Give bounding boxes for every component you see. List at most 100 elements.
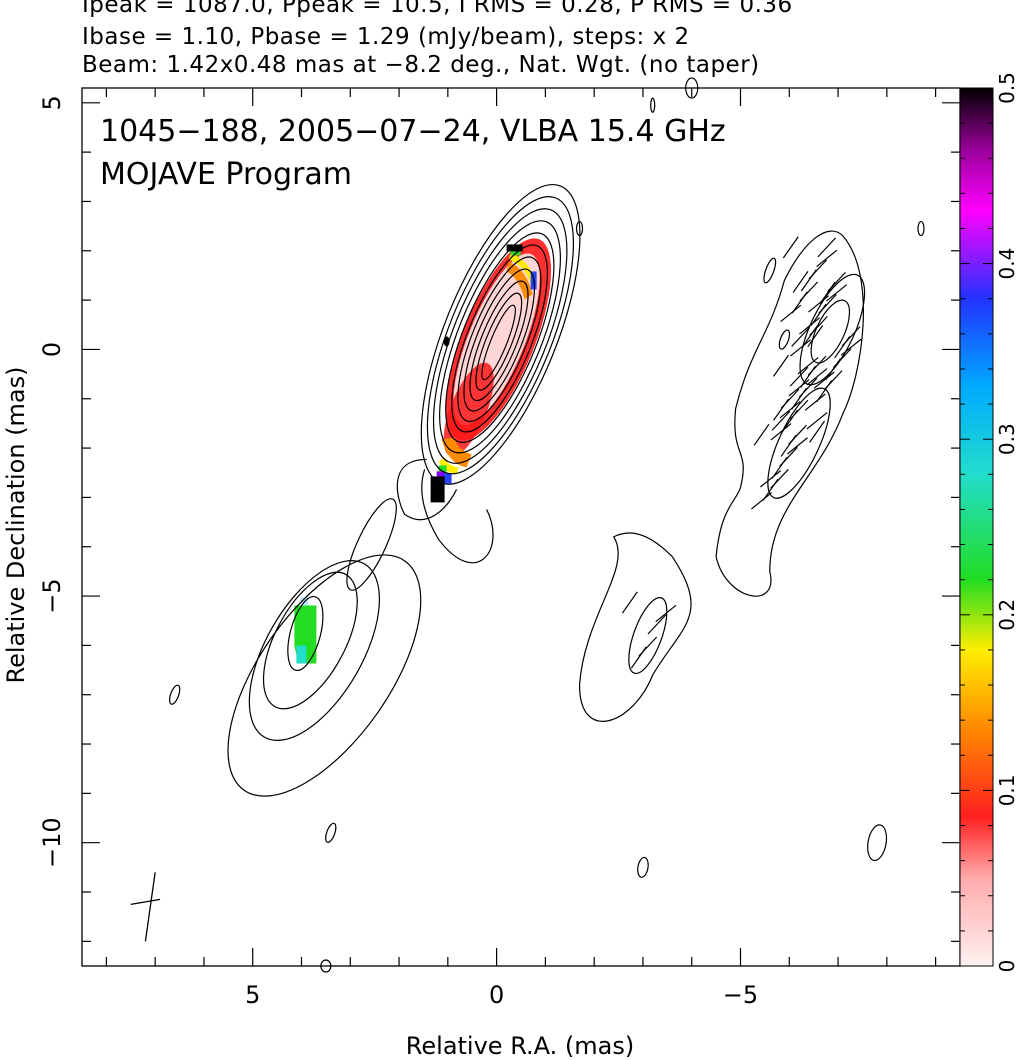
evpa-tick — [780, 434, 797, 457]
evpa-tick — [787, 437, 809, 455]
evpa-tick — [834, 336, 851, 359]
core-contour — [445, 232, 555, 443]
y-tick-label: −5 — [38, 578, 66, 613]
contour-right-inner — [810, 299, 851, 364]
x-tick-label: 5 — [245, 981, 260, 1009]
evpa-tick — [788, 379, 810, 397]
contour-tail-left — [421, 469, 494, 564]
y-axis-label: Relative Declination (mas) — [2, 366, 30, 683]
core-contour — [469, 280, 529, 402]
evpa-tick — [797, 357, 819, 375]
pol-cyan-jet — [296, 645, 307, 664]
contour-speck — [867, 824, 888, 862]
y-tick-label: −10 — [38, 817, 66, 868]
contour-right-core — [799, 273, 866, 386]
x-tick-label: 0 — [489, 981, 504, 1009]
evpa-tick — [809, 420, 825, 443]
contour-right-jet-inner — [628, 597, 668, 675]
evpa-tick — [780, 304, 802, 323]
evpa-tick — [817, 237, 837, 258]
evpa-tick — [792, 270, 809, 293]
contour-speck — [917, 220, 925, 237]
evpa-tick — [782, 236, 799, 259]
evpa-tick — [647, 614, 667, 635]
contour-envelope-left — [396, 458, 458, 521]
evpa-tick — [807, 325, 824, 348]
core-contour — [420, 184, 581, 485]
evpa-tick — [789, 366, 809, 387]
core-contour — [481, 304, 516, 381]
evpa-tick — [804, 393, 826, 411]
contour-speck — [650, 97, 656, 113]
colorbar-tick-label: 0.4 — [995, 248, 1019, 280]
contour-right-jet — [578, 532, 692, 722]
pol-yellow-tail — [438, 457, 459, 474]
y-tick-label: 5 — [38, 95, 66, 110]
evpa-tick — [790, 339, 812, 357]
pol-black-top — [506, 244, 523, 252]
contour-jet-wide — [227, 554, 422, 797]
header-line-3: Beam: 1.42x0.48 mas at −8.2 deg., Nat. W… — [82, 52, 760, 78]
colorbar-tick-label: 0.1 — [995, 774, 1019, 806]
pol-black-block — [430, 476, 445, 503]
y-tick-label: 0 — [38, 342, 66, 357]
plot-area — [130, 77, 925, 973]
core-contour — [457, 256, 542, 423]
header-line-1: Ipeak = 1087.0, Ppeak = 10.5, I RMS = 0.… — [82, 0, 793, 18]
evpa-tick — [753, 423, 770, 446]
pol-green-pixel — [438, 465, 447, 474]
contour-blob-left — [346, 498, 397, 591]
x-axis-label: Relative R.A. (mas) — [406, 1032, 634, 1060]
core-contour — [432, 208, 568, 464]
evpa-tick — [806, 412, 828, 430]
evpa-tick — [826, 284, 848, 302]
evpa-tick — [779, 401, 801, 419]
header-line-2: Ibase = 1.10, Pbase = 1.29 (mJy/beam), s… — [82, 24, 690, 50]
chart-title: 1045−188, 2005−07−24, VLBA 15.4 GHz — [100, 114, 726, 149]
contour-speck — [325, 822, 337, 843]
evpa-tick — [800, 269, 817, 292]
pol-yellow-top — [508, 253, 535, 284]
colorbar-tick-label: 0 — [995, 960, 1019, 973]
evpa-tick — [840, 338, 862, 356]
core-contour — [451, 244, 548, 433]
beam-major — [144, 872, 156, 942]
pol-green-top — [510, 249, 521, 256]
evpa-tick — [751, 492, 773, 510]
contour-speck — [778, 329, 791, 350]
colorbar-tick-label: 0.2 — [995, 599, 1019, 631]
core-contour — [463, 268, 536, 412]
x-tick-label: −5 — [723, 981, 758, 1009]
evpa-tick — [799, 317, 821, 335]
core-contour — [426, 196, 574, 475]
evpa-tick — [791, 326, 810, 347]
contour-speck — [637, 856, 649, 878]
contour-right-envelope — [715, 230, 865, 597]
pol-orange-top — [506, 261, 533, 300]
colorbar — [959, 87, 994, 967]
evpa-tick — [813, 371, 835, 389]
colorbar-tick-label: 0.3 — [995, 423, 1019, 455]
evpa-tick — [808, 295, 830, 313]
evpa-tick — [655, 604, 677, 623]
evpa-tick — [773, 398, 789, 421]
evpa-tick — [770, 423, 792, 441]
contour-speck — [575, 220, 584, 237]
contour-jet-mid — [248, 560, 381, 741]
colorbar-tick-label: 0.5 — [995, 72, 1019, 104]
contour-jet-outer — [262, 571, 358, 710]
beam-minor — [130, 898, 161, 905]
core-contour — [439, 220, 561, 454]
contour-speck — [168, 684, 181, 705]
chart-subtitle: MOJAVE Program — [100, 157, 352, 192]
evpa-tick — [773, 354, 789, 377]
evpa-tick — [806, 368, 828, 386]
pol-blue-pixel — [443, 473, 452, 484]
core-contour — [475, 292, 523, 391]
evpa-tick — [771, 410, 791, 431]
evpa-tick — [760, 470, 782, 488]
evpa-tick — [621, 591, 638, 614]
contour-speck — [763, 257, 777, 284]
evpa-tick — [816, 249, 838, 268]
